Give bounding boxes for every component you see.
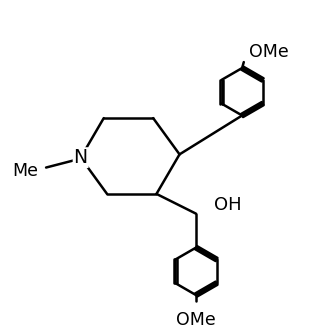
Text: Me: Me — [12, 162, 38, 180]
Text: OMe: OMe — [176, 310, 216, 329]
Text: N: N — [74, 148, 88, 167]
Text: OH: OH — [214, 197, 242, 214]
Text: OMe: OMe — [249, 43, 289, 60]
